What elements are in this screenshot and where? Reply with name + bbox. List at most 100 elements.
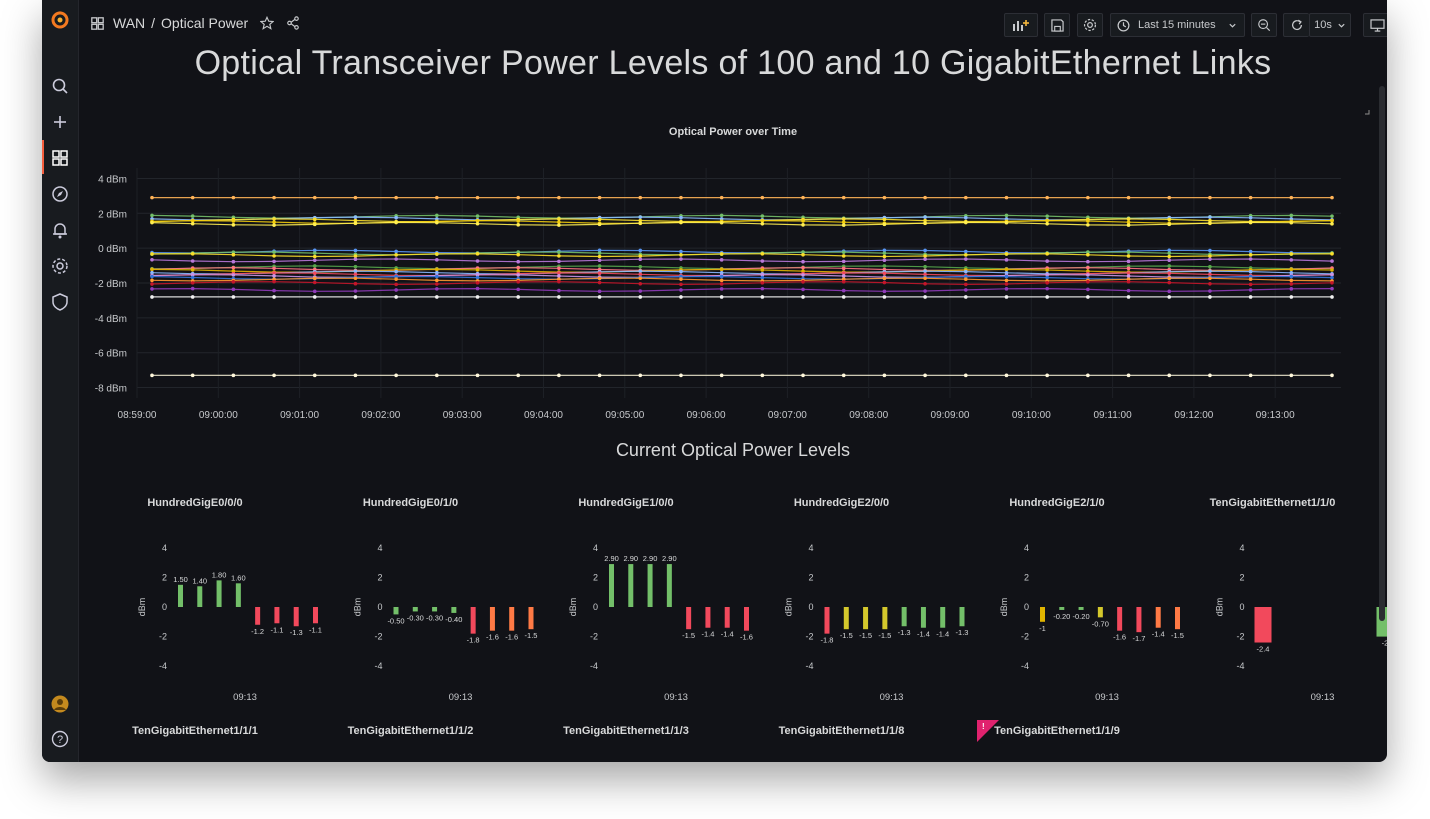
timeseries-point	[923, 264, 927, 269]
timeseries-point	[516, 269, 521, 273]
explore-compass-icon[interactable]	[50, 184, 70, 204]
timeseries-point	[882, 217, 887, 222]
timeseries-point	[1045, 275, 1049, 280]
bar	[609, 564, 614, 607]
breadcrumb-folder[interactable]: WAN	[113, 15, 146, 31]
gear-icon	[1083, 18, 1097, 32]
timeseries-point	[801, 273, 805, 277]
timeseries-point	[760, 281, 765, 285]
timeseries-point	[760, 195, 765, 200]
timeseries-point	[1289, 220, 1294, 225]
timeseries-point	[272, 223, 276, 227]
timeseries-point	[597, 289, 602, 294]
share-icon[interactable]	[286, 16, 300, 30]
timeseries-point	[516, 250, 521, 254]
refresh-button[interactable]	[1283, 13, 1309, 37]
timeseries-point	[597, 248, 602, 253]
timeseries-point	[760, 252, 765, 256]
bar-panel-ytick: 4	[377, 543, 382, 553]
timeseries-point	[760, 218, 765, 223]
star-icon[interactable]	[260, 16, 275, 30]
bar	[863, 607, 869, 630]
bar-panel-ytick: 0	[808, 602, 813, 612]
timeseries-point	[1248, 373, 1253, 378]
timeseries-point	[1330, 214, 1334, 218]
timeseries-point	[394, 195, 398, 200]
refresh-interval-picker[interactable]: 10s	[1309, 13, 1351, 37]
timeseries-point	[963, 253, 968, 257]
user-avatar-icon[interactable]	[50, 694, 70, 714]
settings-gear-icon[interactable]	[50, 256, 70, 276]
timeseries-point	[150, 287, 154, 291]
search-icon[interactable]	[50, 76, 70, 96]
timeseries-point	[231, 219, 236, 223]
timeseries-point	[557, 373, 561, 378]
timeseries-line	[151, 221, 1333, 226]
timeseries-point	[231, 287, 236, 292]
bar-panel-ylabel: dBm	[137, 598, 147, 617]
bar-panel-title: TenGigabitEthernet1/1/0	[1210, 497, 1336, 509]
timeseries-point	[719, 195, 724, 200]
timeseries-point	[1004, 282, 1009, 286]
bar-value-label: -0.40	[445, 615, 462, 624]
timeseries-point	[557, 217, 561, 221]
timeseries-point	[312, 271, 317, 276]
timeseries-point	[1208, 257, 1212, 261]
timeseries-point	[882, 254, 887, 259]
timeseries-point	[1126, 223, 1131, 227]
timeseries-point	[1045, 252, 1049, 256]
dashboard-settings-button[interactable]	[1077, 13, 1103, 37]
timeseries-point	[679, 282, 683, 287]
timeseries-point	[597, 195, 602, 200]
bar	[724, 607, 730, 628]
bar-value-label: -0.20	[1053, 612, 1070, 621]
timeseries-point	[231, 269, 236, 273]
grafana-logo-icon[interactable]	[50, 10, 70, 30]
dashboard-scrollbar[interactable]	[1379, 86, 1385, 621]
bar-panel-ytick: -2	[1236, 632, 1244, 642]
timeseries-point	[882, 295, 887, 299]
timeseries-point	[1330, 275, 1334, 280]
timeseries-panel[interactable]: Optical Power over Time 4 dBm 2 dBm 0 dBm -2…	[79, 108, 1387, 438]
bar	[470, 607, 476, 634]
timeseries-point	[475, 252, 480, 256]
timeseries-point	[1167, 289, 1172, 294]
bar	[882, 607, 888, 630]
bar	[255, 607, 261, 625]
save-dashboard-button[interactable]	[1044, 13, 1070, 37]
timeseries-point	[801, 373, 805, 378]
timeseries-point	[150, 270, 154, 275]
timeseries-point	[272, 259, 276, 264]
bar	[959, 607, 965, 627]
tv-mode-button[interactable]	[1363, 13, 1387, 37]
breadcrumb-dashboard[interactable]: Optical Power	[161, 15, 249, 31]
timeseries-point	[394, 249, 398, 254]
timeseries-point	[1126, 373, 1131, 378]
timeseries-point	[475, 221, 480, 226]
refresh-interval-label: 10s	[1314, 19, 1332, 31]
timeseries-point	[475, 281, 480, 285]
timeseries-point	[475, 275, 480, 280]
timeseries-point	[1045, 218, 1049, 223]
bar	[920, 607, 926, 628]
bar-panel-ytick: 4	[1239, 543, 1244, 553]
timeseries-point	[312, 222, 317, 227]
timeseries-point	[597, 276, 602, 281]
time-range-picker[interactable]: Last 15 minutes	[1110, 13, 1245, 37]
timeseries-point	[1289, 287, 1294, 291]
zoom-out-button[interactable]	[1251, 13, 1277, 37]
timeseries-point	[963, 277, 968, 282]
help-icon[interactable]: ?	[50, 729, 70, 749]
add-panel-button[interactable]	[1004, 13, 1038, 37]
timeseries-point	[1330, 218, 1334, 223]
bar-panel-ytick: 2	[1239, 572, 1244, 582]
alerting-bell-icon[interactable]	[50, 220, 70, 240]
timeseries-series	[150, 295, 1334, 299]
shield-icon[interactable]	[50, 292, 70, 312]
timeseries-point	[312, 217, 317, 222]
timeseries-point	[272, 271, 276, 275]
timeseries-point	[1004, 258, 1009, 262]
dashboards-icon[interactable]	[50, 148, 70, 168]
timeseries-line	[151, 287, 1333, 292]
plus-icon[interactable]	[50, 112, 70, 132]
